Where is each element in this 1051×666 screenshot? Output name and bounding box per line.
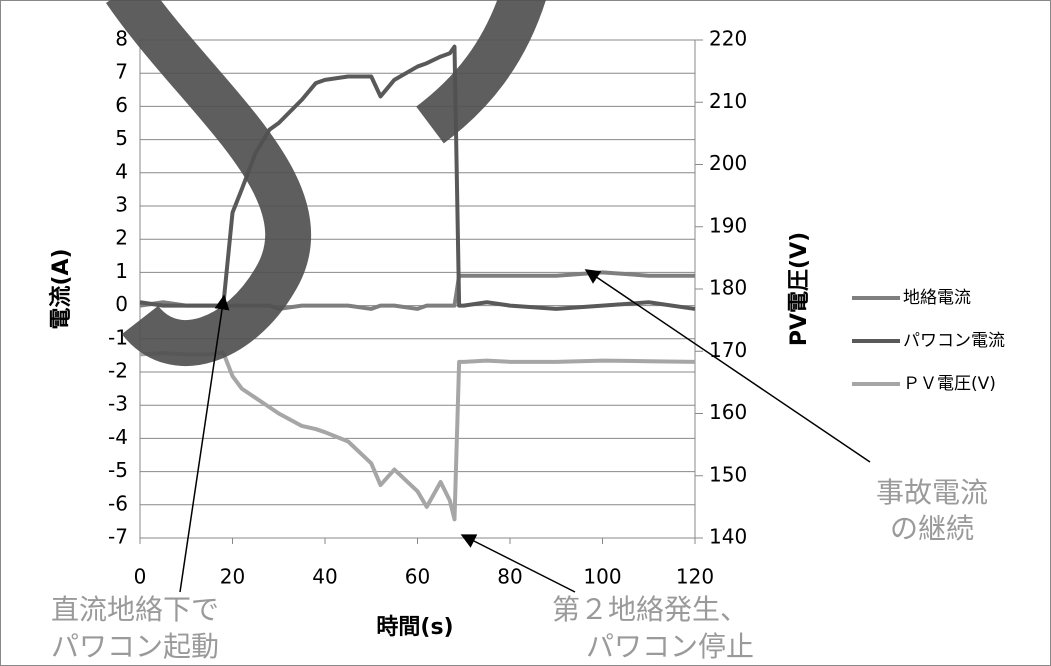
y2-tick-label: 210 xyxy=(709,89,747,113)
annotation: 事故電流 xyxy=(876,476,988,509)
x-tick-label: 40 xyxy=(312,565,337,589)
y2-tick-label: 180 xyxy=(709,276,747,300)
y-tick-label: -3 xyxy=(108,392,128,416)
y-tick-label: 3 xyxy=(115,193,128,217)
y-tick-label: 0 xyxy=(115,292,128,316)
y-tick-label: -2 xyxy=(108,359,128,383)
y2-tick-label: 140 xyxy=(709,525,747,549)
y-tick-label: 6 xyxy=(115,93,128,117)
y-tick-label: -7 xyxy=(108,525,128,549)
y-tick-label: 4 xyxy=(115,159,128,183)
y2-tick-label: 150 xyxy=(709,462,747,486)
y-tick-label: 7 xyxy=(115,60,128,84)
x-axis-title: 時間(s) xyxy=(376,615,453,640)
legend-label: 地絡電流 xyxy=(903,288,971,308)
y-tick-label: 1 xyxy=(115,259,128,283)
y2-axis-title: PV電圧(V) xyxy=(787,232,812,346)
annotation: 直流地絡下で xyxy=(51,593,219,626)
y2-tick-label: 220 xyxy=(709,27,747,51)
annotation: パワコン起動 xyxy=(51,630,219,663)
y2-tick-label: 190 xyxy=(709,213,747,237)
x-tick-label: 60 xyxy=(405,565,430,589)
y2-tick-label: 160 xyxy=(709,400,747,424)
y-tick-label: 2 xyxy=(115,226,128,250)
annotation: 第２地絡発生、 xyxy=(552,593,748,626)
y-tick-label: -5 xyxy=(108,458,128,482)
legend-label: ＰＶ電圧(V) xyxy=(903,374,996,394)
chart: -7-6-5-4-3-2-101234567814015016017018019… xyxy=(0,0,1051,666)
x-tick-label: 20 xyxy=(220,565,245,589)
y2-tick-label: 170 xyxy=(709,338,747,362)
annotation: の継続 xyxy=(890,512,974,545)
y-tick-label: -6 xyxy=(108,491,128,515)
y-tick-label: -4 xyxy=(108,425,128,449)
x-tick-label: 0 xyxy=(134,565,147,589)
legend-label: パワコン電流 xyxy=(903,331,1005,351)
y-tick-label: 5 xyxy=(115,126,128,150)
y-axis-title: 電流(A) xyxy=(48,248,74,329)
x-tick-label: 80 xyxy=(497,565,522,589)
x-tick-label: 100 xyxy=(583,565,621,589)
annotation: パワコン停止 xyxy=(586,630,754,663)
y2-tick-label: 200 xyxy=(709,151,747,175)
x-tick-label: 120 xyxy=(676,565,714,589)
